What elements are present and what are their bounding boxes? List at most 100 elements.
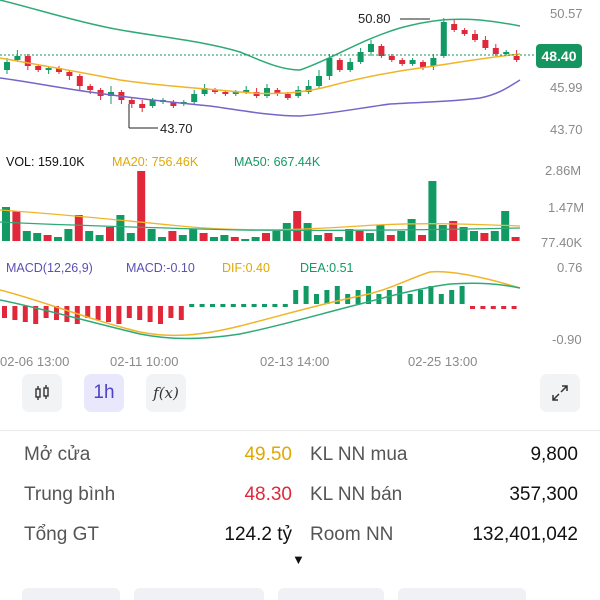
chevron-down-icon: ▼ — [292, 552, 305, 567]
volume-bar — [199, 233, 208, 241]
macd-value: MACD:-0.10 — [126, 261, 195, 275]
volume-bar — [303, 223, 312, 241]
indicator-button[interactable]: f(x) — [146, 374, 186, 412]
fullscreen-button[interactable] — [540, 374, 580, 412]
macd-bar — [251, 304, 257, 307]
macd-bar — [230, 304, 236, 307]
total-value: 124.2 tỷ — [224, 524, 292, 545]
volume-bar — [470, 231, 478, 241]
macd-bar — [106, 306, 111, 322]
average-label: Trung bình — [24, 484, 116, 505]
room-value: 132,401,042 — [472, 524, 578, 545]
candle-body — [492, 48, 499, 54]
volume-bar — [511, 237, 520, 241]
volume-bar — [95, 235, 104, 241]
macd-bar — [22, 306, 28, 322]
macd-bar — [334, 286, 340, 304]
time-label-4: 02-25 13:00 — [408, 354, 477, 369]
bottom-tab-2[interactable] — [134, 588, 264, 600]
bottom-tab-1[interactable] — [22, 588, 120, 600]
macd-bar — [324, 290, 330, 304]
volume-bar — [54, 237, 62, 241]
candle-body — [295, 90, 302, 96]
candle-body — [357, 52, 364, 62]
bottom-tab-strip — [0, 588, 600, 600]
high-price-label: 50.80 — [358, 11, 391, 26]
chart-toolbar: 1h f(x) — [0, 370, 600, 416]
macd-axis-bottom: -0.90 — [552, 332, 582, 347]
volume-bar — [147, 229, 156, 241]
foreign-buy-value: 9,800 — [530, 444, 578, 465]
macd-bar — [116, 306, 122, 324]
total-value-label: Tổng GT — [24, 524, 99, 545]
volume-bar — [189, 229, 198, 241]
volume-bar — [178, 235, 187, 241]
volume-bar — [22, 231, 31, 241]
vol-axis-mid: 1.47M — [548, 200, 584, 215]
bollinger-lower-line — [0, 77, 521, 117]
volume-bar — [251, 237, 260, 241]
stock-chart[interactable]: 50.57 45.99 43.70 48.40 50.80 43.70 VOL:… — [0, 0, 600, 370]
candle-body — [232, 92, 239, 94]
volume-bar — [314, 235, 322, 241]
macd-bar — [438, 294, 444, 304]
volume-bar — [324, 233, 333, 241]
volume-bar — [438, 225, 447, 241]
candle-body — [503, 52, 510, 54]
volume-bar — [386, 235, 395, 241]
bottom-tab-4[interactable] — [398, 588, 526, 600]
candle-body — [201, 88, 208, 94]
macd-bar — [126, 306, 132, 318]
candle-body — [264, 88, 270, 96]
candle-body — [87, 86, 94, 90]
macd-bar — [470, 306, 475, 309]
price-axis-bottom: 43.70 — [550, 122, 583, 137]
macd-axis-top: 0.76 — [557, 260, 582, 275]
current-price-tag — [536, 44, 582, 68]
volume-bar — [210, 237, 218, 241]
candle-body — [24, 56, 31, 66]
vol-ma20-label: MA20: 756.46K — [112, 155, 199, 169]
stats-row-1: Mở cửa 49.50 KL NN mua 9,800 — [0, 434, 600, 474]
candle-body — [461, 30, 468, 34]
interval-button[interactable]: 1h — [84, 374, 124, 412]
vol-axis-bottom: 77.40K — [541, 235, 583, 250]
candle-body — [253, 92, 260, 96]
macd-bar — [158, 306, 163, 324]
volume-bar — [220, 235, 229, 241]
macd-bar — [407, 294, 413, 304]
volume-bar — [459, 227, 468, 241]
macd-bar — [85, 306, 91, 318]
macd-bar — [220, 304, 226, 307]
volume-bar — [168, 231, 177, 241]
macd-title: MACD(12,26,9) — [6, 261, 93, 275]
candle-body — [347, 62, 354, 70]
candle-body — [56, 68, 62, 72]
price-axis-top: 50.57 — [550, 6, 583, 21]
bottom-tab-3[interactable] — [278, 588, 384, 600]
candle-body — [170, 102, 177, 106]
macd-bar — [12, 306, 18, 320]
candle-body — [388, 56, 395, 60]
candle-body — [430, 58, 437, 66]
open-value: 49.50 — [244, 444, 292, 465]
macd-bar — [449, 290, 455, 304]
volume-bar — [490, 231, 499, 241]
macd-bar — [178, 306, 184, 320]
candlestick-icon — [35, 385, 49, 400]
candle-body — [316, 76, 322, 86]
macd-bar — [293, 290, 299, 304]
candle-body — [482, 40, 489, 48]
section-divider — [0, 430, 600, 431]
time-label-2: 02-11 10:00 — [110, 354, 178, 369]
macd-bar — [303, 286, 309, 304]
macd-bar — [501, 306, 507, 309]
macd-dif: DIF:0.40 — [222, 261, 270, 275]
candle-type-button[interactable] — [22, 374, 62, 412]
average-value: 48.30 — [244, 484, 292, 505]
macd-bar — [459, 286, 465, 304]
candle-body — [4, 62, 10, 70]
expand-stats-button[interactable]: ▼ — [292, 552, 305, 567]
macd-bar — [74, 306, 80, 324]
volume-bar — [366, 233, 374, 241]
